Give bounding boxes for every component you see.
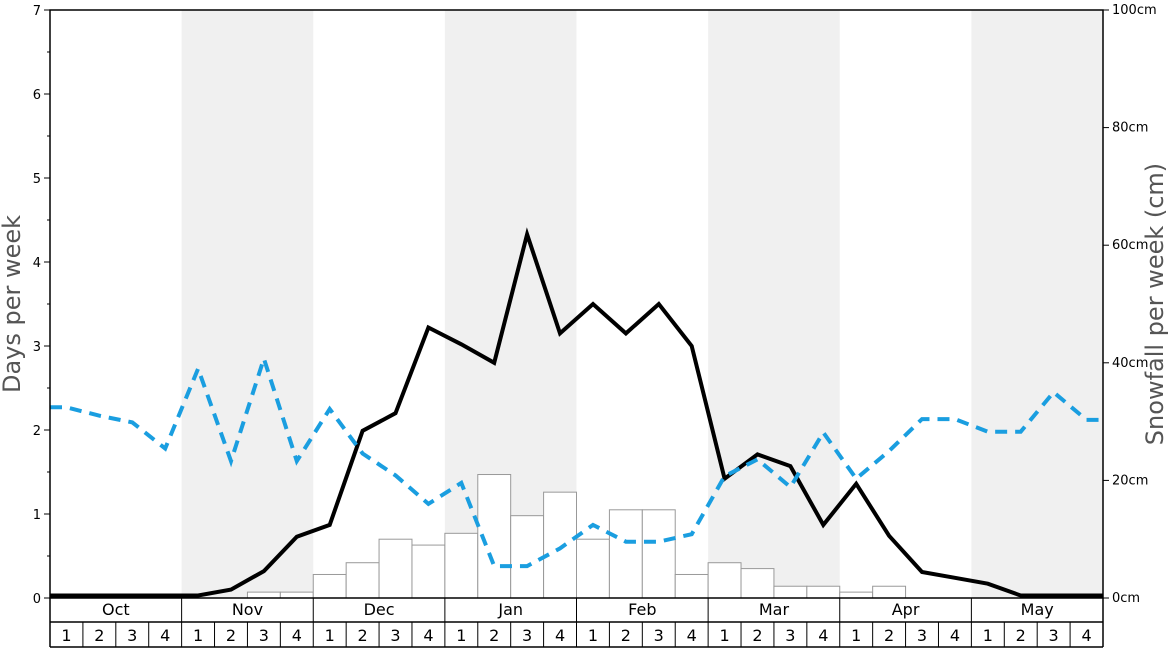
- y-axis-right-label: Snowfall per week (cm): [1141, 163, 1168, 445]
- snowfall-bar: [707, 562, 742, 599]
- snowfall-bar: [378, 538, 413, 599]
- month-label-apr: Apr: [892, 600, 920, 619]
- month-label-nov: Nov: [232, 600, 263, 619]
- month-label-oct: Oct: [102, 600, 130, 619]
- week-label: 4: [292, 626, 302, 645]
- snowfall-bar: [345, 562, 380, 599]
- month-label-dec: Dec: [364, 600, 395, 619]
- y-left-tick-label: 5: [33, 172, 41, 187]
- y-axis-left-label: Days per week: [0, 215, 26, 393]
- y-left-tick-label: 7: [33, 4, 41, 19]
- week-label: 2: [489, 626, 499, 645]
- week-label: 2: [884, 626, 894, 645]
- solid-series-line: [50, 227, 1103, 598]
- snowfall-bar: [444, 532, 479, 599]
- snowfall-bar: [740, 568, 775, 599]
- snowfall-bar: [773, 585, 808, 599]
- week-label: 1: [61, 626, 71, 645]
- week-label: 2: [621, 626, 631, 645]
- snowfall-bar: [608, 509, 643, 599]
- week-label: 2: [94, 626, 104, 645]
- snowfall-bar: [279, 591, 314, 599]
- y-right-tick-label: 80cm: [1112, 121, 1148, 136]
- y-right-tick-label: 60cm: [1112, 238, 1148, 253]
- week-label: 1: [983, 626, 993, 645]
- snowfall-bar: [576, 538, 610, 599]
- week-label: 4: [950, 626, 960, 645]
- month-label-feb: Feb: [628, 600, 656, 619]
- dashed-series-line: [50, 352, 1103, 569]
- month-band-mar: [708, 10, 840, 598]
- snowfall-bar: [246, 591, 281, 599]
- month-band-nov: [181, 10, 314, 598]
- snowfall-bar: [543, 491, 577, 599]
- week-label: 4: [818, 626, 828, 645]
- week-label: 4: [160, 626, 170, 645]
- month-label-jan: Jan: [497, 600, 523, 619]
- week-label: 2: [358, 626, 368, 645]
- y-left-tick-label: 4: [33, 256, 41, 271]
- week-label: 3: [522, 626, 532, 645]
- month-label-may: May: [1021, 600, 1054, 619]
- snowfall-bar: [641, 509, 676, 599]
- y-right-tick-label: 40cm: [1112, 356, 1148, 371]
- y-right-tick-label: 100cm: [1112, 3, 1157, 18]
- week-label: 1: [456, 626, 466, 645]
- week-label: 1: [851, 626, 861, 645]
- week-label: 1: [719, 626, 729, 645]
- week-label: 1: [588, 626, 598, 645]
- week-label: 4: [687, 626, 697, 645]
- week-label: 1: [193, 626, 203, 645]
- week-label: 4: [423, 626, 433, 645]
- week-label: 1: [325, 626, 335, 645]
- y-right-tick-label: 0cm: [1112, 591, 1140, 606]
- week-label: 2: [752, 626, 762, 645]
- y-left-tick-label: 1: [33, 508, 41, 523]
- y-left-tick-label: 6: [33, 88, 41, 103]
- y-right-tick-label: 20cm: [1112, 473, 1148, 488]
- week-label: 3: [785, 626, 795, 645]
- week-label: 4: [1081, 626, 1091, 645]
- week-label: 3: [1049, 626, 1059, 645]
- snowfall-bar: [872, 585, 907, 599]
- snowfall-bar: [312, 573, 347, 599]
- snowfall-bar: [806, 585, 841, 599]
- y-left-tick-label: 0: [33, 592, 41, 607]
- week-label: 3: [917, 626, 927, 645]
- week-label: 2: [226, 626, 236, 645]
- y-left-tick-label: 3: [33, 340, 41, 355]
- week-label: 3: [127, 626, 137, 645]
- week-label: 3: [259, 626, 269, 645]
- snowfall-bar: [674, 573, 709, 599]
- month-band-may: [971, 10, 1103, 598]
- snowfall-bar: [510, 515, 545, 599]
- snowfall-bar: [839, 591, 874, 599]
- week-label: 4: [555, 626, 565, 645]
- month-label-mar: Mar: [759, 600, 790, 619]
- week-label: 3: [390, 626, 400, 645]
- week-label: 3: [654, 626, 664, 645]
- y-left-tick-label: 2: [33, 424, 41, 439]
- week-label: 2: [1016, 626, 1026, 645]
- snowfall-bar: [411, 544, 446, 599]
